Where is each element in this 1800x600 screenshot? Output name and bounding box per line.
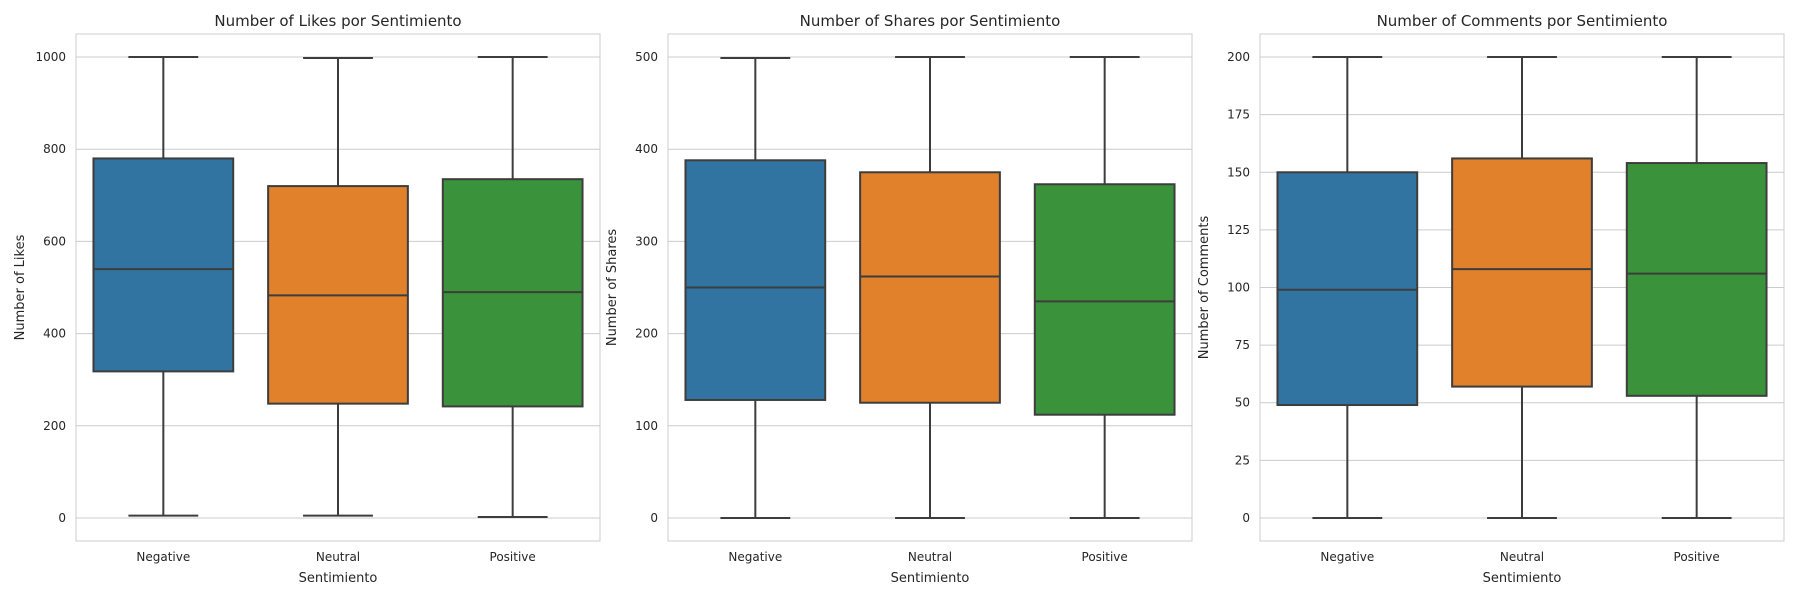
x-axis-label: Sentimiento: [891, 571, 970, 586]
y-tick-label: 1000: [35, 50, 66, 64]
iqr-box: [859, 171, 1001, 404]
iqr-box: [1033, 183, 1176, 416]
plot-frame: [1259, 33, 1785, 542]
box-positive: [1625, 56, 1768, 519]
box-positive: [1033, 56, 1176, 519]
x-tick-label: Negative: [1320, 550, 1374, 564]
box-neutral: [267, 56, 409, 517]
y-tick-label: 0: [1242, 511, 1250, 525]
y-tick-label: 175: [1227, 108, 1250, 122]
x-tick-label: Neutral: [908, 550, 952, 564]
y-tick-label: 50: [1235, 396, 1250, 410]
iqr-box: [1625, 162, 1768, 397]
y-tick-label: 75: [1235, 338, 1250, 352]
box-positive: [441, 56, 584, 519]
chart-panel-likes: 0 200 400 600 800 1000 Negative Neutral Positive…: [13, 12, 601, 586]
y-tick-label: 300: [635, 234, 658, 248]
box-neutral: [859, 56, 1001, 519]
x-tick-label: Neutral: [316, 550, 360, 564]
y-tick-label: 200: [1227, 50, 1250, 64]
y-tick-label: 125: [1227, 223, 1250, 237]
x-tick-label: Positive: [1674, 550, 1720, 564]
chart-title: Number of Likes por Sentimiento: [214, 12, 461, 30]
y-tick-label: 600: [43, 234, 66, 248]
y-tick-label: 100: [635, 419, 658, 433]
x-axis-label: Sentimiento: [299, 571, 378, 586]
box-negative: [92, 56, 235, 517]
box-negative: [1276, 56, 1419, 519]
y-axis-label: Number of Shares: [605, 229, 620, 347]
y-tick-label: 200: [635, 327, 658, 341]
y-tick-label: 800: [43, 142, 66, 156]
chart-title: Number of Shares por Sentimiento: [800, 12, 1061, 30]
x-tick-label: Negative: [728, 550, 782, 564]
chart-title: Number of Comments por Sentimiento: [1377, 12, 1668, 30]
y-tick-label: 200: [43, 419, 66, 433]
plot-frame: [75, 33, 601, 542]
y-axis-label: Number of Comments: [1197, 216, 1212, 360]
iqr-box: [1451, 157, 1593, 388]
y-tick-label: 400: [43, 327, 66, 341]
chart-panel-shares: 0 100 200 300 400 500 Negative Neutral Positive N…: [605, 12, 1193, 586]
y-tick-label: 150: [1227, 165, 1250, 179]
box-negative: [684, 56, 827, 519]
chart-panel-comments: 0 25 50 75 100 125 150 175 200 Negative Neutral Pos…: [1197, 12, 1785, 586]
y-tick-label: 0: [58, 511, 66, 525]
x-tick-label: Neutral: [1500, 550, 1544, 564]
iqr-box: [1276, 171, 1419, 407]
iqr-box: [684, 159, 827, 401]
x-tick-label: Positive: [490, 550, 536, 564]
plot-frame: [667, 33, 1193, 542]
y-axis-label: Number of Likes: [13, 234, 28, 340]
x-axis-label: Sentimiento: [1483, 571, 1562, 586]
y-tick-label: 400: [635, 142, 658, 156]
y-tick-label: 25: [1235, 453, 1250, 467]
y-tick-label: 100: [1227, 281, 1250, 295]
y-tick-label: 0: [650, 511, 658, 525]
x-tick-label: Negative: [136, 550, 190, 564]
x-tick-label: Positive: [1082, 550, 1128, 564]
y-tick-label: 500: [635, 50, 658, 64]
iqr-box: [92, 157, 235, 373]
box-neutral: [1451, 56, 1593, 519]
